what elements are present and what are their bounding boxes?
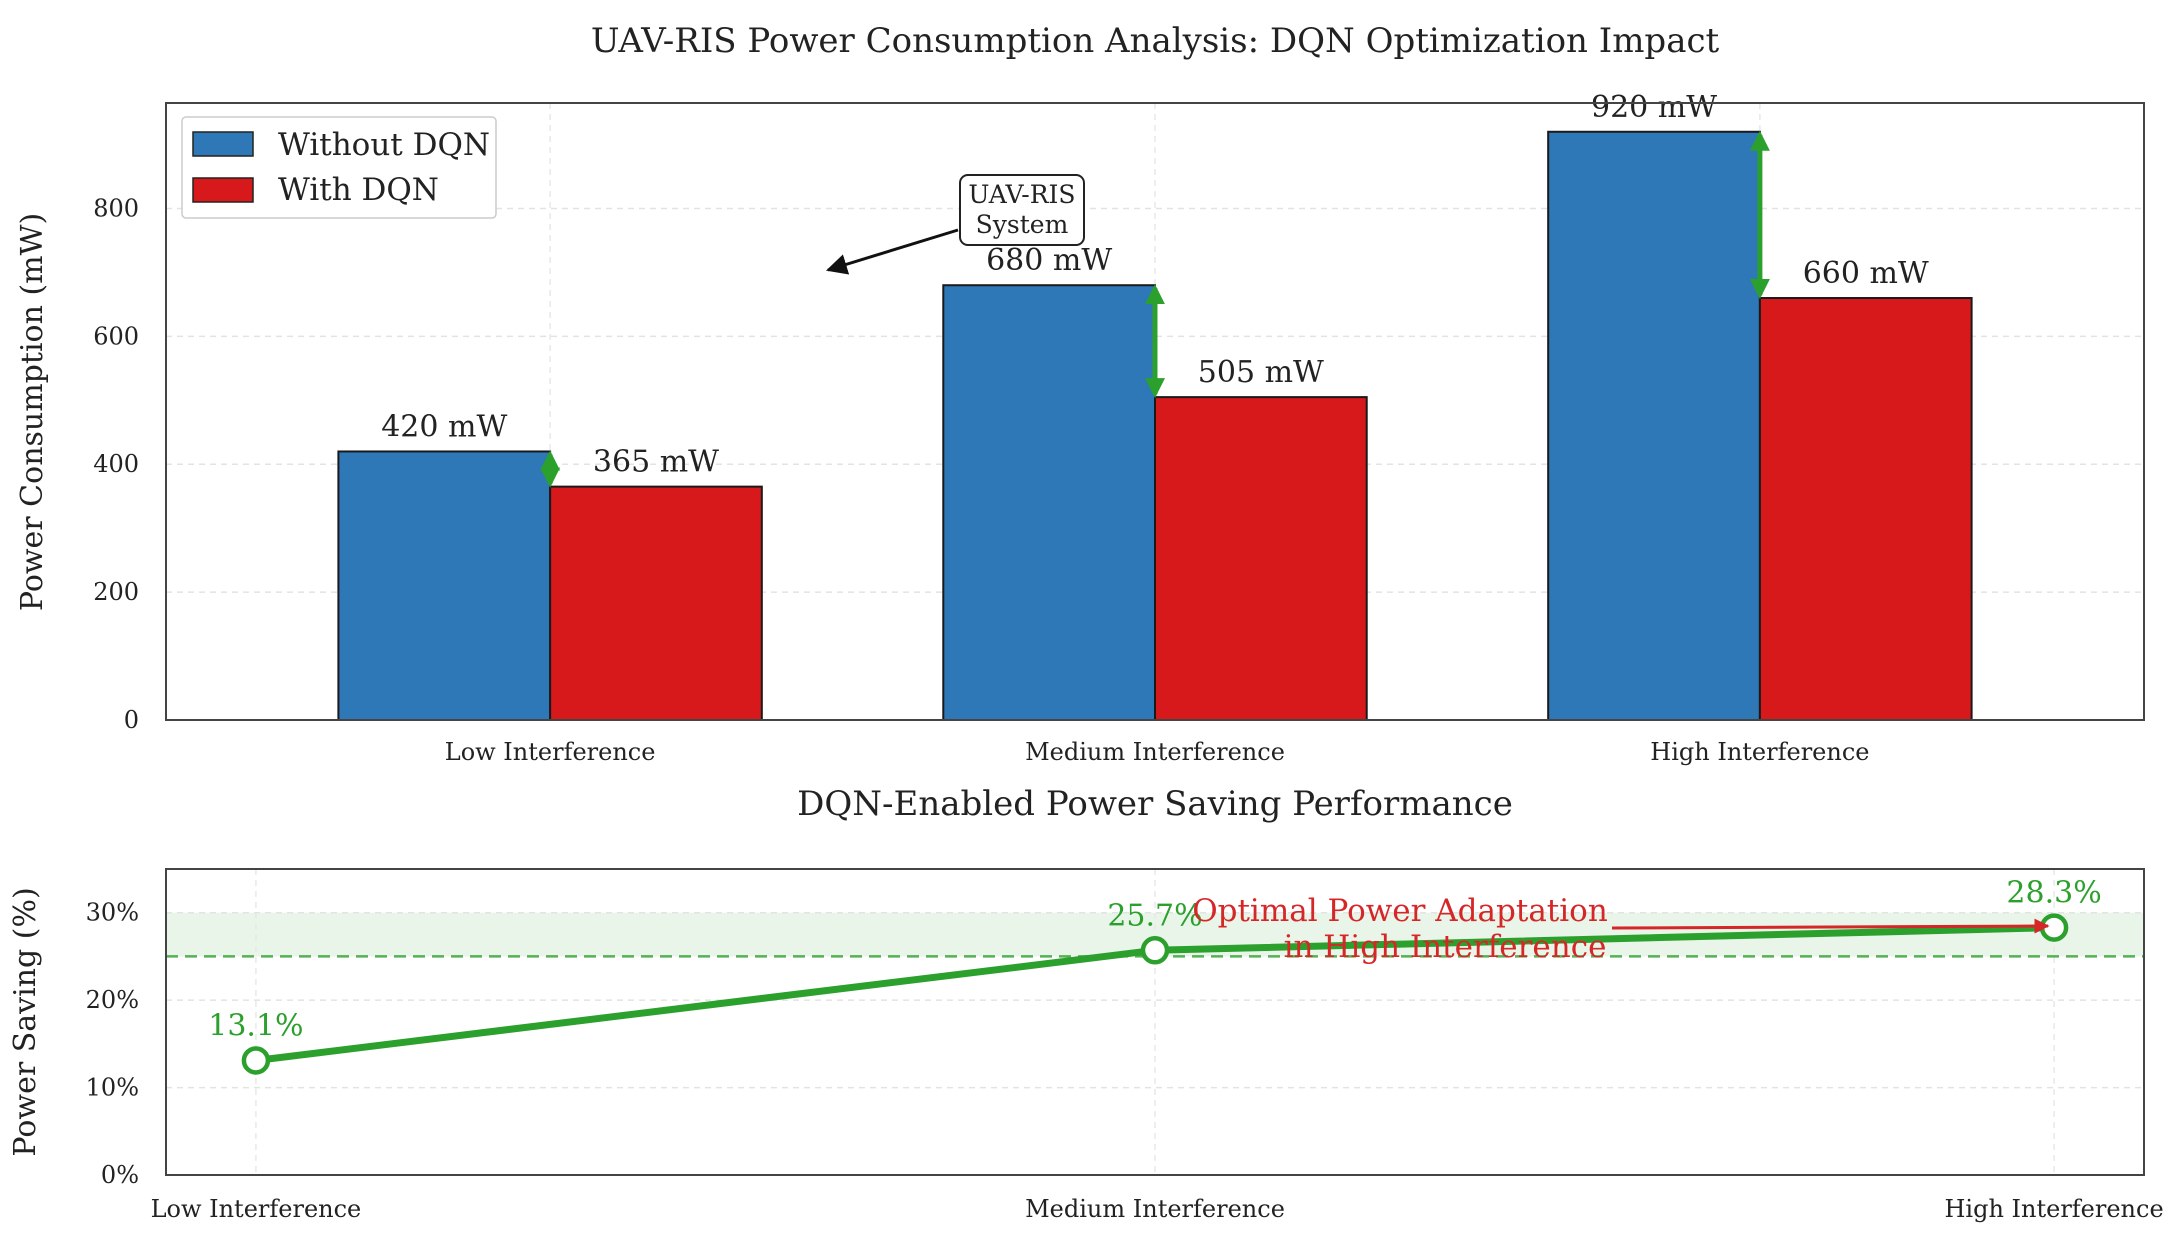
bar-label-without-dqn-high-interference: 920 mW <box>1591 90 1717 125</box>
bottom-plot-frame <box>165 868 2145 1176</box>
annotation-box <box>959 174 1085 246</box>
bottom-y-tick-20: 20% <box>86 986 139 1014</box>
annotation-arrow <box>825 228 959 275</box>
legend-swatch-without-dqn <box>192 131 254 157</box>
bottom-line-series: 13.1% 25.7% 28.3% <box>208 876 2102 1075</box>
bottom-y-tick-10: 10% <box>86 1074 139 1102</box>
uav-ris-annotation: UAV-RIS System <box>825 174 1085 275</box>
optimal-annotation-arrow <box>1611 918 2050 934</box>
top-y-ticks: 0 200 400 600 800 <box>93 194 139 734</box>
bottom-y-tick-0: 0% <box>101 1161 139 1189</box>
point-label-medium-interference: 25.7% <box>1107 898 1202 933</box>
bar-label-with-dqn-medium-interference: 505 mW <box>1198 355 1324 390</box>
bottom-y-tick-30: 30% <box>86 899 139 927</box>
top-y-tick-0: 0 <box>124 706 139 734</box>
top-y-tick-200: 200 <box>93 578 139 606</box>
point-high-interference <box>2039 913 2069 942</box>
top-y-tick-600: 600 <box>93 322 139 350</box>
bar-without-dqn-medium-interference <box>942 284 1157 721</box>
bar-without-dqn-high-interference <box>1547 130 1761 721</box>
bottom-x-tick-high-interference: High Interference <box>1944 1195 2163 1223</box>
point-label-low-interference: 13.1% <box>208 1008 303 1043</box>
bar-with-dqn-high-interference <box>1758 297 1973 721</box>
top-x-tick-high-interference: High Interference <box>1650 738 1869 766</box>
top-chart-title: UAV-RIS Power Consumption Analysis: DQN … <box>591 21 1720 61</box>
bottom-x-ticks: Low Interference Medium Interference High … <box>151 1195 2164 1223</box>
top-bars <box>337 130 1973 722</box>
top-bar-labels: 420 mW 365 mW 680 mW 505 mW 920 mW 660 mW <box>381 90 1929 480</box>
point-medium-interference <box>1140 936 1170 965</box>
bottom-chart-title: DQN-Enabled Power Saving Performance <box>797 784 1513 824</box>
legend: Without DQN With DQN <box>181 116 497 219</box>
bottom-x-tick-medium-interference: Medium Interference <box>1025 1195 1285 1223</box>
optimal-annotation-line-1: Optimal Power Adaptation <box>1192 893 1608 929</box>
legend-frame <box>181 116 497 219</box>
bar-label-without-dqn-low-interference: 420 mW <box>381 409 507 444</box>
top-chart: UAV-RIS Power Consumption Analysis: DQN … <box>15 21 2145 766</box>
legend-label-with-dqn: With DQN <box>278 172 439 208</box>
bar-with-dqn-low-interference <box>549 485 763 722</box>
point-low-interference <box>241 1046 271 1075</box>
bar-with-dqn-medium-interference <box>1154 396 1368 721</box>
top-x-tick-medium-interference: Medium Interference <box>1025 738 1285 766</box>
annotation-line-1: UAV-RIS <box>968 180 1075 209</box>
optimal-annotation: Optimal Power Adaptation in High Interfe… <box>1192 893 2050 965</box>
top-y-axis-label: Power Consumption (mW) <box>15 213 50 611</box>
bottom-chart: DQN-Enabled Power Saving Performance 13.… <box>8 784 2164 1223</box>
bottom-y-ticks: 0% 10% 20% 30% <box>86 899 139 1189</box>
bar-label-with-dqn-high-interference: 660 mW <box>1803 256 1929 291</box>
bottom-x-tick-low-interference: Low Interference <box>151 1195 362 1223</box>
top-x-ticks: Low Interference Medium Interference High … <box>445 738 1870 766</box>
top-plot-frame <box>165 102 2145 721</box>
bar-without-dqn-low-interference <box>337 450 552 721</box>
bottom-y-axis-label: Power Saving (%) <box>8 887 43 1156</box>
point-label-high-interference: 28.3% <box>2006 876 2101 911</box>
annotation-line-2: System <box>976 210 1069 239</box>
optimal-annotation-line-2: in High Interference <box>1284 929 1607 965</box>
legend-label-without-dqn: Without DQN <box>278 127 490 163</box>
bar-label-without-dqn-medium-interference: 680 mW <box>986 243 1112 278</box>
top-x-tick-low-interference: Low Interference <box>445 738 656 766</box>
legend-swatch-with-dqn <box>192 177 254 203</box>
top-y-tick-400: 400 <box>93 450 139 478</box>
top-y-tick-800: 800 <box>93 194 139 222</box>
top-difference-arrows <box>540 130 1770 488</box>
bar-label-with-dqn-low-interference: 365 mW <box>593 445 719 480</box>
